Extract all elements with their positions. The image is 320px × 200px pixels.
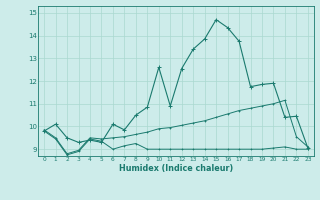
X-axis label: Humidex (Indice chaleur): Humidex (Indice chaleur) [119, 164, 233, 173]
